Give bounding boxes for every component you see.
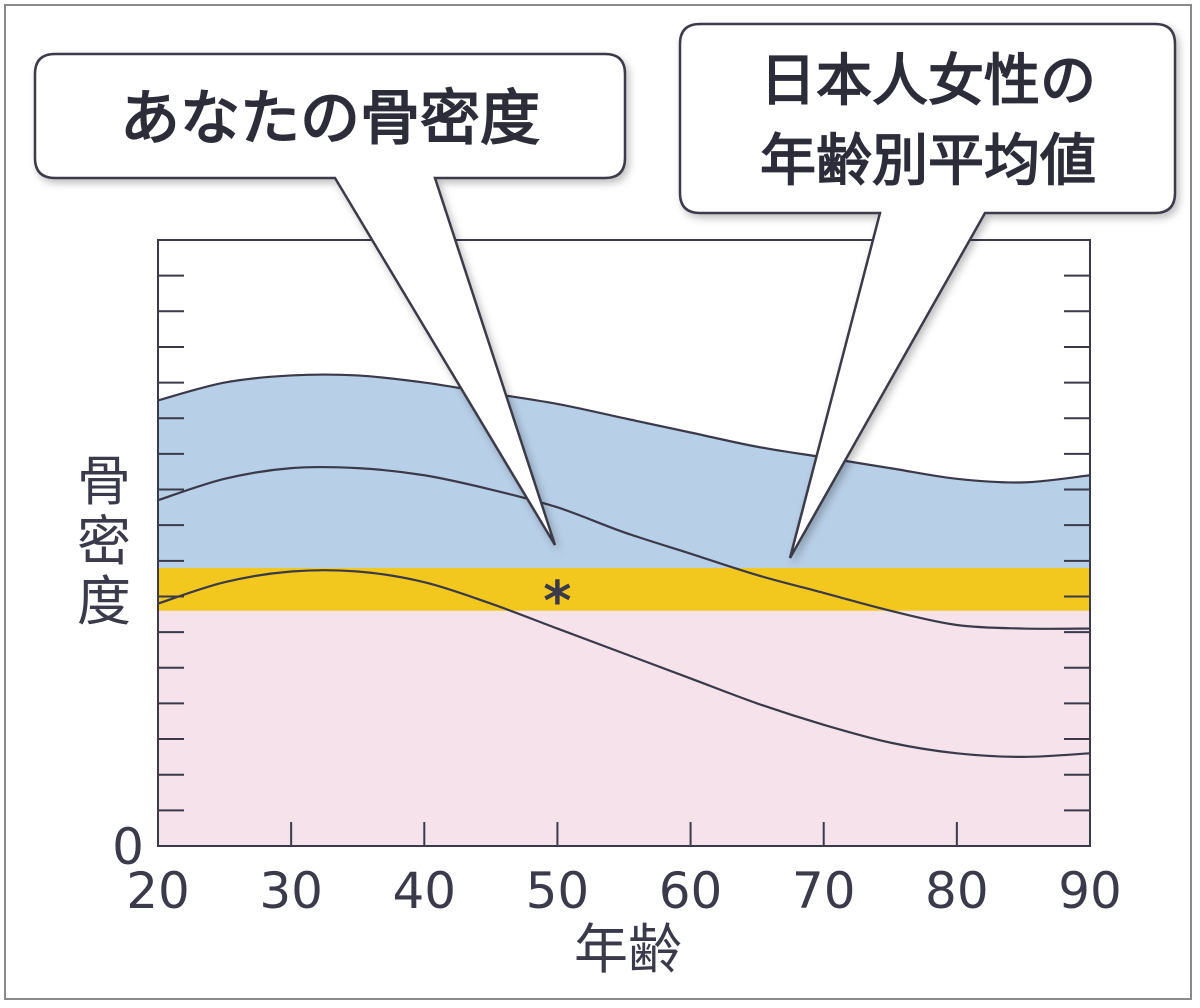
callout-average-by-age bbox=[678, 22, 1177, 559]
y-axis-title-char: 度 bbox=[77, 570, 131, 633]
y-axis-title-char: 骨 bbox=[77, 450, 131, 513]
axis-tick-labels: 20 30 40 50 60 70 80 90 0 bbox=[112, 818, 1122, 920]
plot-area bbox=[158, 240, 1090, 846]
x-tick-label: 90 bbox=[1058, 862, 1122, 920]
upper-curve bbox=[158, 373, 1090, 484]
x-axis-title: 年齢 bbox=[574, 918, 682, 981]
y-axis-title-char: 密 bbox=[77, 510, 131, 573]
chart-frame bbox=[4, 4, 1192, 1000]
average-curve bbox=[158, 465, 1090, 630]
callout-your-bone-density-label: あなたの骨密度 bbox=[120, 84, 540, 154]
x-tick-label: 70 bbox=[792, 862, 856, 920]
callout-your-bone-density bbox=[33, 52, 627, 546]
callouts: あなたの骨密度 日本人女性の 年齢別平均値 bbox=[33, 22, 1177, 559]
x-tick-label: 40 bbox=[392, 862, 456, 920]
x-tick-label: 30 bbox=[259, 862, 323, 920]
y-axis-title: 骨密度 bbox=[77, 450, 131, 633]
x-tick-label: 80 bbox=[925, 862, 989, 920]
x-tick-label: 50 bbox=[526, 862, 590, 920]
lower-curve bbox=[158, 569, 1090, 758]
x-tick-label: 20 bbox=[126, 862, 190, 920]
x-tick-label: 60 bbox=[659, 862, 723, 920]
highlight-band bbox=[158, 567, 1090, 611]
axis-ticks bbox=[157, 239, 1091, 847]
upper-band bbox=[158, 374, 1090, 568]
marker-asterisk: * bbox=[543, 569, 571, 632]
plot-border bbox=[157, 239, 1091, 847]
y-tick-label: 0 bbox=[112, 818, 144, 876]
callout-average-by-age-line1: 日本人女性の bbox=[760, 49, 1096, 114]
callout-average-by-age-line2: 年齢別平均値 bbox=[760, 129, 1096, 194]
